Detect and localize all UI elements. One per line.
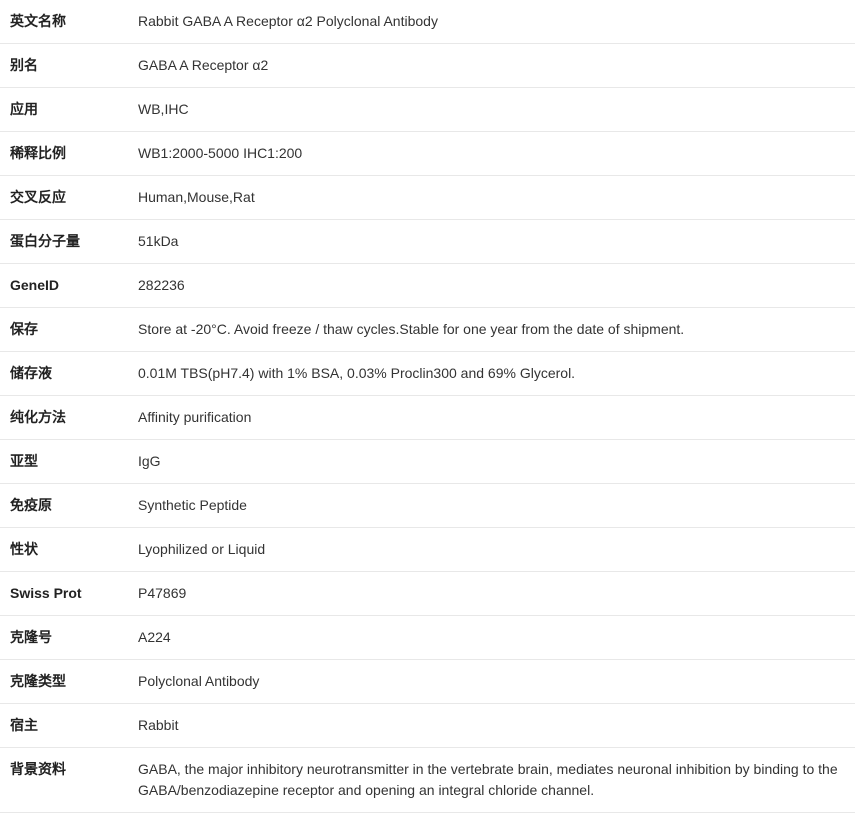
spec-value: P47869 — [128, 572, 855, 616]
spec-value: Store at -20°C. Avoid freeze / thaw cycl… — [128, 308, 855, 352]
spec-row: 克隆类型Polyclonal Antibody — [0, 660, 855, 704]
spec-row: 储存液0.01M TBS(pH7.4) with 1% BSA, 0.03% P… — [0, 352, 855, 396]
spec-label: 别名 — [0, 44, 128, 88]
spec-row: 性状Lyophilized or Liquid — [0, 528, 855, 572]
spec-value: Rabbit GABA A Receptor α2 Polyclonal Ant… — [128, 0, 855, 44]
spec-row: 宿主Rabbit — [0, 704, 855, 748]
spec-value: 0.01M TBS(pH7.4) with 1% BSA, 0.03% Proc… — [128, 352, 855, 396]
spec-label: 应用 — [0, 88, 128, 132]
spec-row: 稀释比例WB1:2000-5000 IHC1:200 — [0, 132, 855, 176]
spec-row: 交叉反应Human,Mouse,Rat — [0, 176, 855, 220]
spec-label: GeneID — [0, 264, 128, 308]
spec-label: 储存液 — [0, 352, 128, 396]
spec-label: 克隆号 — [0, 616, 128, 660]
spec-value: 51kDa — [128, 220, 855, 264]
spec-row: 保存Store at -20°C. Avoid freeze / thaw cy… — [0, 308, 855, 352]
spec-value: GABA A Receptor α2 — [128, 44, 855, 88]
spec-value: Polyclonal Antibody — [128, 660, 855, 704]
spec-row: 免疫原Synthetic Peptide — [0, 484, 855, 528]
spec-row: 蛋白分子量51kDa — [0, 220, 855, 264]
spec-row: 别名GABA A Receptor α2 — [0, 44, 855, 88]
spec-label: 性状 — [0, 528, 128, 572]
spec-label: 纯化方法 — [0, 396, 128, 440]
spec-label: 交叉反应 — [0, 176, 128, 220]
spec-label: 亚型 — [0, 440, 128, 484]
spec-label: 背景资料 — [0, 748, 128, 813]
spec-row: Swiss ProtP47869 — [0, 572, 855, 616]
spec-row: 亚型IgG — [0, 440, 855, 484]
spec-row: 克隆号A224 — [0, 616, 855, 660]
spec-row: 英文名称Rabbit GABA A Receptor α2 Polyclonal… — [0, 0, 855, 44]
spec-value: A224 — [128, 616, 855, 660]
spec-value: 282236 — [128, 264, 855, 308]
product-spec-table: 英文名称Rabbit GABA A Receptor α2 Polyclonal… — [0, 0, 855, 813]
spec-value: Rabbit — [128, 704, 855, 748]
spec-row: 应用WB,IHC — [0, 88, 855, 132]
spec-value: Synthetic Peptide — [128, 484, 855, 528]
spec-label: 保存 — [0, 308, 128, 352]
spec-row: 背景资料GABA, the major inhibitory neurotran… — [0, 748, 855, 813]
spec-table-body: 英文名称Rabbit GABA A Receptor α2 Polyclonal… — [0, 0, 855, 813]
spec-label: 克隆类型 — [0, 660, 128, 704]
spec-value: GABA, the major inhibitory neurotransmit… — [128, 748, 855, 813]
spec-value: WB,IHC — [128, 88, 855, 132]
spec-label: 稀释比例 — [0, 132, 128, 176]
spec-value: Lyophilized or Liquid — [128, 528, 855, 572]
spec-label: Swiss Prot — [0, 572, 128, 616]
spec-row: GeneID282236 — [0, 264, 855, 308]
spec-value: Affinity purification — [128, 396, 855, 440]
spec-label: 英文名称 — [0, 0, 128, 44]
spec-value: WB1:2000-5000 IHC1:200 — [128, 132, 855, 176]
spec-label: 宿主 — [0, 704, 128, 748]
spec-label: 蛋白分子量 — [0, 220, 128, 264]
spec-value: Human,Mouse,Rat — [128, 176, 855, 220]
spec-row: 纯化方法Affinity purification — [0, 396, 855, 440]
spec-value: IgG — [128, 440, 855, 484]
spec-label: 免疫原 — [0, 484, 128, 528]
